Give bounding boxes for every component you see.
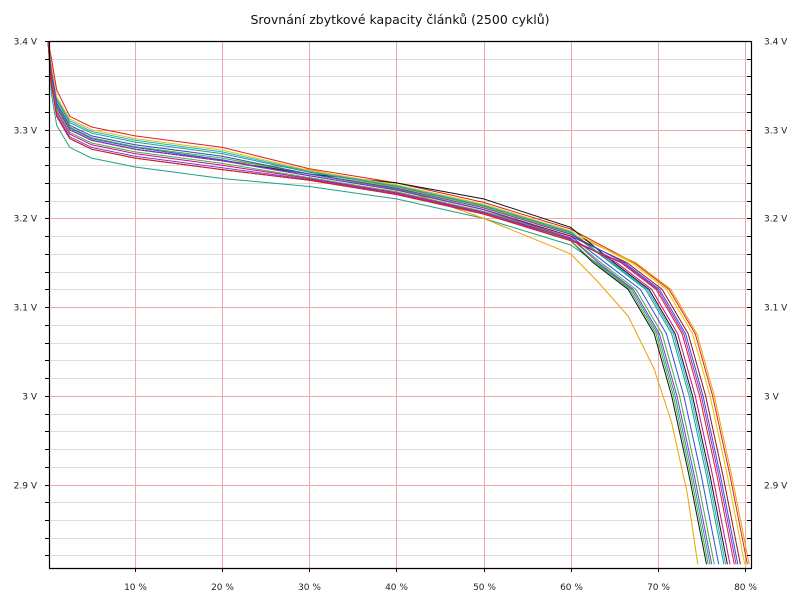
series-line-12 <box>47 40 725 565</box>
grid <box>49 41 751 568</box>
x-tick-label: 40 % <box>385 583 408 593</box>
series-line-10 <box>47 40 727 565</box>
chart-title: Srovnání zbytkové kapacity článků (2500 … <box>250 12 549 27</box>
y-tick-label-left: 3 V <box>22 393 38 403</box>
y-tick-label-left: 3.2 V <box>14 215 38 225</box>
series-line-15 <box>47 40 739 565</box>
x-tick-label: 10 % <box>124 583 147 593</box>
series-group <box>47 40 750 565</box>
x-tick-label: 30 % <box>298 583 321 593</box>
series-line-16 <box>47 40 715 565</box>
x-tick-label: 50 % <box>473 583 496 593</box>
series-line-18 <box>47 40 735 565</box>
x-tick-label: 60 % <box>560 583 583 593</box>
y-tick-label-right: 3.4 V <box>764 38 788 48</box>
x-tick-label: 80 % <box>734 583 757 593</box>
series-line-8 <box>47 40 737 565</box>
y-tick-label-left: 3.3 V <box>14 127 38 137</box>
x-tick-label: 20 % <box>211 583 234 593</box>
series-line-9 <box>47 40 709 565</box>
axes: 3.4 V 3.4 V 3.3 V 3.3 V 3.2 V 3.2 V 3.1 V 3.1 V… <box>14 38 789 594</box>
series-line-11 <box>47 40 731 565</box>
y-tick-label-right: 3.2 V <box>764 215 788 225</box>
x-tick-label: 70 % <box>647 583 670 593</box>
series-line-13 <box>47 40 746 565</box>
y-tick-label-left: 3.1 V <box>14 304 38 314</box>
series-line-2 <box>47 40 711 565</box>
y-tick-label-left: 2.9 V <box>14 482 38 492</box>
y-tick-label-right: 3.3 V <box>764 127 788 137</box>
y-tick-label-right: 3.1 V <box>764 304 788 314</box>
y-tick-label-left: 3.4 V <box>14 38 38 48</box>
y-tick-label-right: 3 V <box>764 393 780 403</box>
series-line-17 <box>47 40 713 565</box>
y-tick-label-right: 2.9 V <box>764 482 788 492</box>
